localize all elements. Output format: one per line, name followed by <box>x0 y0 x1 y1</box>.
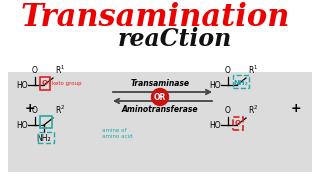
Text: O: O <box>225 66 231 75</box>
Text: O: O <box>235 120 241 126</box>
Bar <box>40 77 50 90</box>
Text: OR: OR <box>154 93 166 102</box>
Text: O: O <box>225 106 231 115</box>
Text: NH₂: NH₂ <box>234 80 248 86</box>
Text: amine of: amine of <box>102 127 126 132</box>
Text: Transaminase: Transaminase <box>131 78 189 87</box>
Bar <box>40 116 52 128</box>
Bar <box>8 72 312 172</box>
Text: NH₂: NH₂ <box>37 134 51 143</box>
Text: R$^1$: R$^1$ <box>55 64 65 76</box>
Text: R$^1$: R$^1$ <box>248 64 258 76</box>
Text: keto group: keto group <box>52 80 82 86</box>
Bar <box>233 75 249 88</box>
Text: O: O <box>42 80 48 86</box>
Text: R$^2$: R$^2$ <box>55 104 65 116</box>
Text: amino acid: amino acid <box>102 134 132 138</box>
Bar <box>233 117 243 130</box>
Circle shape <box>151 89 169 105</box>
Text: Aminotransferase: Aminotransferase <box>122 105 198 114</box>
Text: O: O <box>32 106 38 115</box>
Text: HO: HO <box>209 120 221 129</box>
Text: +: + <box>291 102 301 114</box>
Text: Transamination: Transamination <box>20 2 290 33</box>
Text: +: + <box>25 102 35 114</box>
Text: HO: HO <box>16 120 28 129</box>
Text: HO: HO <box>16 80 28 89</box>
Text: O: O <box>32 66 38 75</box>
Text: HO: HO <box>209 80 221 89</box>
Text: reaCtion: reaCtion <box>118 27 232 51</box>
Text: R$^2$: R$^2$ <box>248 104 258 116</box>
Bar <box>38 132 54 143</box>
